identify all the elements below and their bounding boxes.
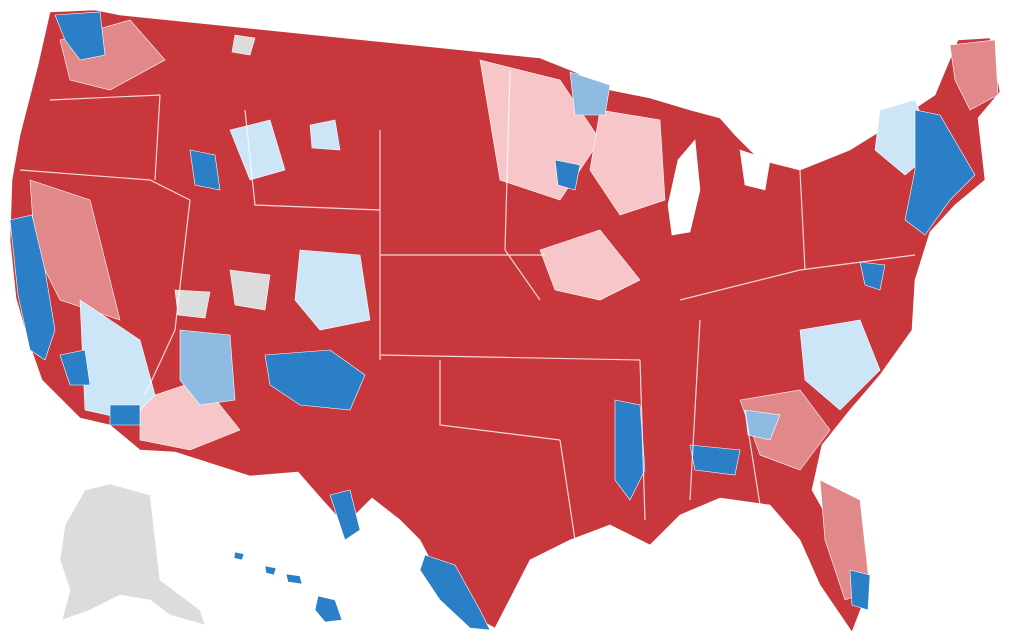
region [739,389,831,471]
region [569,71,611,116]
hawaii [233,551,245,561]
region [189,149,221,191]
region [174,289,211,319]
region [904,109,976,236]
region [229,269,271,311]
region [949,39,999,111]
region [231,34,256,56]
region [799,319,881,411]
region [294,249,371,331]
state-border [19,69,916,541]
region [309,119,341,151]
region [849,569,871,611]
region [539,229,641,301]
region [54,11,106,61]
region [9,214,56,361]
hawaii [314,595,343,623]
region [264,349,366,411]
alaska [59,483,206,626]
region [419,554,491,631]
lake [667,139,701,236]
region [109,404,141,426]
region [179,329,236,406]
region [744,409,781,441]
hawaii [264,565,277,576]
region [554,159,581,191]
region [79,299,156,421]
hawaii [285,573,303,585]
region [614,399,646,501]
region [859,261,886,291]
region [589,109,666,216]
region [229,119,286,181]
region [689,444,741,476]
lake [739,149,771,191]
region [59,349,91,386]
region [329,489,361,541]
